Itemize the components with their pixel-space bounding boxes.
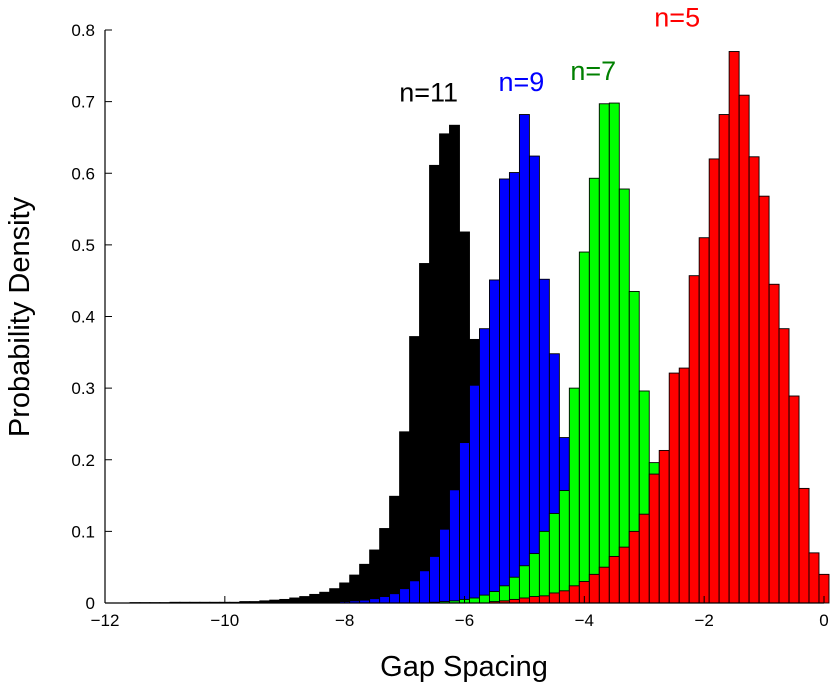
bar-n7 <box>528 553 540 604</box>
bar-n5 <box>618 546 630 604</box>
bar-n5 <box>518 597 530 604</box>
bar-n5 <box>728 51 740 604</box>
bar-n5 <box>528 596 540 604</box>
bar-n5 <box>568 585 580 604</box>
bar-n5 <box>788 395 800 604</box>
bar-n7 <box>558 490 570 604</box>
bar-n9 <box>419 570 430 604</box>
bar-n11 <box>429 164 440 604</box>
bar-n11 <box>359 563 371 604</box>
series-label-n11: n=11 <box>399 78 458 108</box>
series-label-n7: n=7 <box>570 56 616 86</box>
bar-n11 <box>329 588 341 604</box>
bar-n9 <box>499 178 510 604</box>
bar-n7 <box>608 102 620 604</box>
bar-n5 <box>558 590 570 604</box>
bar-n11 <box>299 596 311 604</box>
bar-n7 <box>588 177 600 604</box>
y-tick-label: 0 <box>86 594 95 613</box>
bar-n9 <box>469 384 480 604</box>
bar-n11 <box>319 591 331 604</box>
y-tick-label: 0.4 <box>71 308 95 327</box>
bar-n11 <box>379 528 391 604</box>
bar-n7 <box>568 387 580 604</box>
bar-n5 <box>668 372 680 604</box>
bar-n11 <box>389 495 401 604</box>
bar-n9 <box>429 555 440 604</box>
y-tick-label: 0.2 <box>71 451 95 470</box>
bar-n9 <box>528 155 540 604</box>
series-label-n9: n=9 <box>498 67 544 97</box>
bar-n9 <box>439 528 450 604</box>
y-tick-label: 0.3 <box>71 379 95 398</box>
x-tick-label: −2 <box>695 611 714 630</box>
y-tick-label: 0.5 <box>71 236 95 255</box>
bar-n5 <box>588 573 600 604</box>
x-tick-label: −4 <box>575 611 594 630</box>
bar-n7 <box>618 188 630 604</box>
bar-n5 <box>808 552 820 604</box>
bar-n7 <box>518 565 530 604</box>
series-labels-layer: n=11 n=9 n=7 n=5 <box>399 2 700 107</box>
bar-n5 <box>658 449 670 604</box>
bar-n7 <box>548 513 560 604</box>
bar-n5 <box>648 473 660 604</box>
bar-n9 <box>489 279 500 604</box>
x-tick-label: −6 <box>455 611 474 630</box>
bar-n9 <box>389 593 401 604</box>
bar-n11 <box>419 263 430 604</box>
y-tick-label: 0.8 <box>71 21 95 40</box>
bar-n11 <box>289 597 301 604</box>
y-axis-label: Probability Density <box>4 196 36 437</box>
bar-n9 <box>409 580 421 604</box>
bar-n5 <box>708 158 720 604</box>
bar-n7 <box>598 103 610 604</box>
x-axis-label: Gap Spacing <box>380 651 548 683</box>
series-label-n5: n=5 <box>654 2 700 32</box>
bar-n5 <box>548 592 560 604</box>
bars-layer <box>129 51 830 604</box>
bar-n5 <box>758 195 770 604</box>
bar-n5 <box>718 114 730 604</box>
bar-n7 <box>538 530 550 604</box>
bar-n5 <box>798 487 810 604</box>
bar-n5 <box>748 156 760 604</box>
ticks-layer: −12 −10 −8 −6 −4 −2 0 0 0.1 0.2 0.3 0.4 0.5 0.6 0.7 0.8 <box>71 21 828 630</box>
bar-n9 <box>518 114 530 604</box>
y-tick-label: 0.7 <box>71 93 95 112</box>
x-tick-label: −8 <box>335 611 354 630</box>
bar-n7 <box>479 594 490 604</box>
bar-n9 <box>449 489 460 604</box>
bar-n9 <box>379 596 391 604</box>
bar-n11 <box>349 574 361 604</box>
bar-n5 <box>778 328 790 604</box>
bar-n5 <box>678 367 690 604</box>
bar-n7 <box>578 251 590 604</box>
bar-n11 <box>369 549 381 604</box>
bar-n5 <box>598 566 610 604</box>
bar-n5 <box>738 94 750 604</box>
bar-n5 <box>638 513 650 604</box>
bar-n5 <box>538 595 550 604</box>
y-tick-label: 0.6 <box>71 164 95 183</box>
x-tick-label: −10 <box>210 611 239 630</box>
bar-n5 <box>688 275 700 604</box>
bar-n9 <box>399 588 411 604</box>
bar-n5 <box>698 237 710 604</box>
bar-n5 <box>608 555 620 604</box>
bar-n11 <box>399 431 411 604</box>
bar-n9 <box>508 172 520 604</box>
bar-n5 <box>628 530 640 604</box>
bar-n5 <box>768 283 780 604</box>
x-tick-label: 0 <box>819 611 828 630</box>
bar-n11 <box>409 336 421 604</box>
bar-n9 <box>479 328 490 604</box>
bar-n11 <box>309 593 321 604</box>
x-tick-label: −12 <box>91 611 120 630</box>
bar-n9 <box>369 598 381 604</box>
y-tick-label: 0.1 <box>71 522 95 541</box>
bar-n7 <box>469 597 480 604</box>
bar-n9 <box>459 442 470 604</box>
